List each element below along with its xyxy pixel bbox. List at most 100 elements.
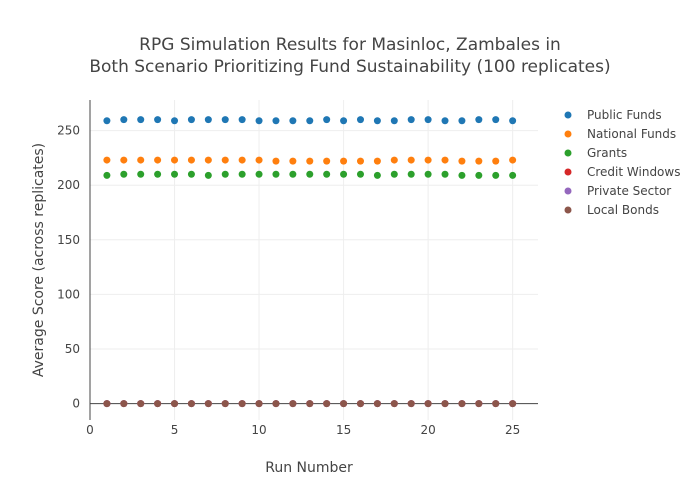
data-point xyxy=(424,116,432,124)
legend-item[interactable]: Grants xyxy=(564,146,628,160)
data-point xyxy=(424,400,432,408)
data-point xyxy=(238,116,246,124)
legend-item[interactable]: Local Bonds xyxy=(564,203,659,217)
y-tick-label: 250 xyxy=(57,124,80,138)
data-point xyxy=(187,170,195,178)
data-point xyxy=(137,170,145,178)
data-point xyxy=(272,170,280,178)
data-point xyxy=(255,400,263,408)
y-tick-label: 200 xyxy=(57,178,80,192)
data-point xyxy=(255,170,263,178)
data-point xyxy=(492,400,500,408)
data-point xyxy=(289,170,297,178)
data-point xyxy=(289,400,297,408)
x-axis-title: Run Number xyxy=(265,460,353,476)
data-point xyxy=(204,400,212,408)
legend-marker xyxy=(564,149,572,157)
data-point xyxy=(306,400,314,408)
data-point xyxy=(458,171,466,179)
x-tick-label: 5 xyxy=(171,423,179,437)
data-point xyxy=(204,156,212,164)
data-point xyxy=(356,170,364,178)
data-point xyxy=(492,116,500,124)
data-point xyxy=(171,117,179,125)
data-point xyxy=(272,400,280,408)
data-point xyxy=(289,157,297,165)
data-point xyxy=(441,156,449,164)
data-point xyxy=(424,156,432,164)
x-tick-label: 10 xyxy=(251,423,266,437)
legend-item[interactable]: Public Funds xyxy=(564,108,662,122)
series-local-bonds xyxy=(103,400,517,408)
data-point xyxy=(238,170,246,178)
legend[interactable]: Public Funds National Funds Grants Credit W… xyxy=(564,108,681,217)
chart-title-line-2: Both Scenario Prioritizing Fund Sustaina… xyxy=(89,57,610,77)
legend-label: Private Sector xyxy=(587,184,671,198)
data-point xyxy=(137,156,145,164)
data-point xyxy=(120,116,128,124)
data-point xyxy=(120,170,128,178)
y-axis-title: Average Score (across replicates) xyxy=(31,143,47,377)
data-point xyxy=(407,156,415,164)
legend-item[interactable]: Credit Windows xyxy=(564,165,681,179)
data-point xyxy=(509,171,517,179)
legend-label: Local Bonds xyxy=(587,203,659,217)
data-point xyxy=(187,156,195,164)
x-tick-label: 25 xyxy=(505,423,520,437)
data-point xyxy=(458,400,466,408)
data-point xyxy=(171,170,179,178)
data-point xyxy=(154,170,162,178)
data-point xyxy=(154,156,162,164)
x-tick-label: 20 xyxy=(420,423,435,437)
x-tick-label: 15 xyxy=(336,423,351,437)
data-point xyxy=(204,116,212,124)
legend-label: Grants xyxy=(587,146,627,160)
points-layer xyxy=(103,116,517,408)
data-point xyxy=(187,400,195,408)
data-point xyxy=(120,400,128,408)
data-point xyxy=(154,116,162,124)
data-point xyxy=(373,117,381,125)
data-point xyxy=(306,117,314,125)
data-point xyxy=(509,117,517,125)
data-point xyxy=(154,400,162,408)
data-point xyxy=(238,156,246,164)
data-point xyxy=(340,400,348,408)
data-point xyxy=(458,117,466,125)
data-point xyxy=(356,400,364,408)
legend-marker xyxy=(564,206,572,214)
data-point xyxy=(424,170,432,178)
y-tick-label: 50 xyxy=(65,342,80,356)
data-point xyxy=(509,156,517,164)
data-point xyxy=(272,157,280,165)
legend-marker xyxy=(564,187,572,195)
data-point xyxy=(289,117,297,125)
data-point xyxy=(120,156,128,164)
data-point xyxy=(221,156,229,164)
data-point xyxy=(306,170,314,178)
data-point xyxy=(323,400,331,408)
data-point xyxy=(390,156,398,164)
data-point xyxy=(441,170,449,178)
data-point xyxy=(137,116,145,124)
x-tick-label: 0 xyxy=(86,423,94,437)
legend-item[interactable]: National Funds xyxy=(564,127,677,141)
data-point xyxy=(340,157,348,165)
data-point xyxy=(373,171,381,179)
legend-item[interactable]: Private Sector xyxy=(564,184,672,198)
series-grants xyxy=(103,170,517,179)
y-tick-label: 150 xyxy=(57,233,80,247)
data-point xyxy=(475,116,483,124)
data-point xyxy=(390,400,398,408)
legend-marker xyxy=(564,111,572,119)
data-point xyxy=(221,116,229,124)
legend-label: Public Funds xyxy=(587,108,662,122)
data-point xyxy=(306,157,314,165)
data-point xyxy=(103,117,111,125)
data-point xyxy=(390,117,398,125)
data-point xyxy=(373,400,381,408)
data-point xyxy=(356,157,364,165)
legend-marker xyxy=(564,168,572,176)
